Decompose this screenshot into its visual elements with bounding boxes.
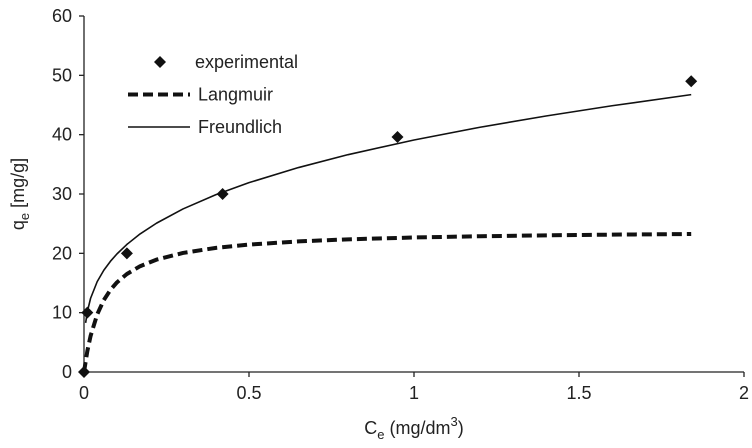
y-tick-label: 20 bbox=[52, 243, 72, 263]
x-label-sub: e bbox=[377, 427, 384, 442]
legend-label: experimental bbox=[195, 52, 298, 72]
data-point bbox=[391, 131, 404, 144]
legend-label: Freundlich bbox=[198, 117, 282, 137]
y-tick-label: 50 bbox=[52, 65, 72, 85]
x-tick-label: 2 bbox=[739, 383, 749, 403]
x-label-part: ) bbox=[458, 418, 464, 438]
y-tick-label: 60 bbox=[52, 6, 72, 26]
y-label-part: q bbox=[8, 220, 28, 230]
y-axis-title: qe [mg/g] bbox=[8, 158, 32, 230]
x-tick-label: 0.5 bbox=[236, 383, 261, 403]
legend-label: Langmuir bbox=[198, 85, 273, 105]
x-axis-title: Ce (mg/dm3) bbox=[364, 414, 463, 442]
x-label-sup: 3 bbox=[451, 414, 458, 429]
y-tick-label: 30 bbox=[52, 184, 72, 204]
curve bbox=[84, 93, 692, 323]
x-tick-label: 1 bbox=[409, 383, 419, 403]
data-point bbox=[685, 75, 698, 88]
y-label-part: [mg/g] bbox=[8, 158, 28, 213]
y-label-sub: e bbox=[17, 213, 32, 220]
x-label-part: C bbox=[364, 418, 377, 438]
x-tick-label: 1.5 bbox=[566, 383, 591, 403]
x-label-part: (mg/dm bbox=[384, 418, 450, 438]
curve bbox=[82, 231, 692, 373]
y-tick-label: 40 bbox=[52, 125, 72, 145]
legend-marker bbox=[154, 56, 166, 68]
y-tick-label: 10 bbox=[52, 303, 72, 323]
x-tick-label: 0 bbox=[79, 383, 89, 403]
data-point bbox=[120, 247, 133, 260]
y-tick-label: 0 bbox=[62, 362, 72, 382]
